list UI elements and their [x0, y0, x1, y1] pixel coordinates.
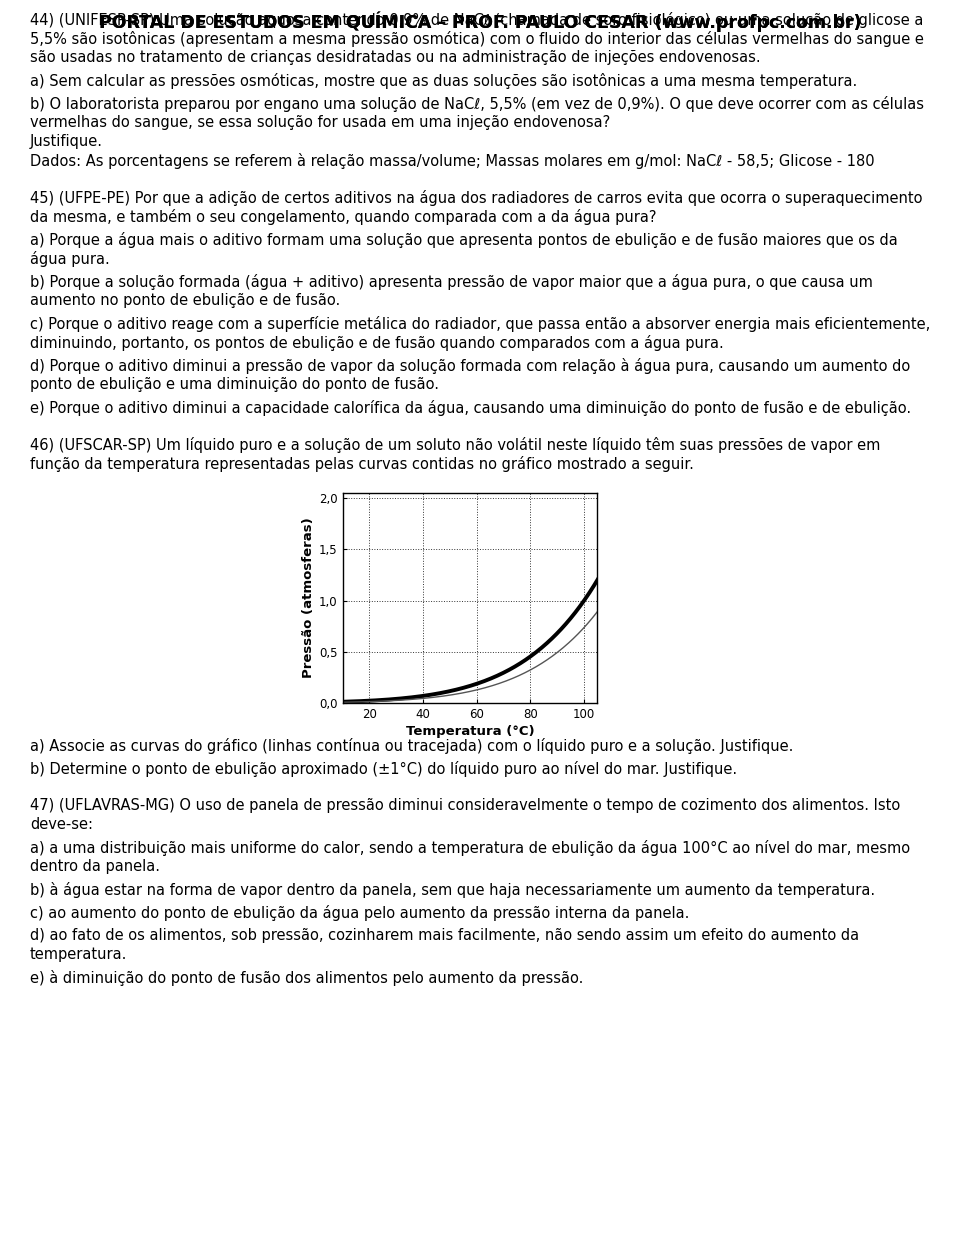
- Text: função da temperatura representadas pelas curvas contidas no gráfico mostrado a : função da temperatura representadas pela…: [30, 456, 694, 472]
- X-axis label: Temperatura (°C): Temperatura (°C): [406, 725, 535, 738]
- Text: 5,5% são isotônicas (apresentam a mesma pressão osmótica) com o fluido do interi: 5,5% são isotônicas (apresentam a mesma …: [30, 31, 924, 48]
- Text: c) ao aumento do ponto de ebulição da água pelo aumento da pressão interna da pa: c) ao aumento do ponto de ebulição da ág…: [30, 905, 689, 921]
- Text: deve-se:: deve-se:: [30, 817, 93, 832]
- Text: b) Porque a solução formada (água + aditivo) apresenta pressão de vapor maior qu: b) Porque a solução formada (água + adit…: [30, 274, 873, 289]
- Text: a) Sem calcular as pressões osmóticas, mostre que as duas soluções são isotônica: a) Sem calcular as pressões osmóticas, m…: [30, 73, 857, 89]
- Text: ponto de ebulição e uma diminuição do ponto de fusão.: ponto de ebulição e uma diminuição do po…: [30, 377, 439, 392]
- Text: PORTAL DE ESTUDOS EM QUÍMICA – PROF. PAULO CESAR (www.profpc.com.br): PORTAL DE ESTUDOS EM QUÍMICA – PROF. PAU…: [99, 13, 861, 33]
- Text: água pura.: água pura.: [30, 251, 109, 267]
- Text: são usadas no tratamento de crianças desidratadas ou na administração de injeçõe: são usadas no tratamento de crianças des…: [30, 50, 760, 65]
- Text: a) Associe as curvas do gráfico (linhas contínua ou tracejada) com o líquido pur: a) Associe as curvas do gráfico (linhas …: [30, 738, 793, 754]
- Text: 45) (UFPE-PE) Por que a adição de certos aditivos na água dos radiadores de carr: 45) (UFPE-PE) Por que a adição de certos…: [30, 190, 923, 205]
- Text: e) à diminuição do ponto de fusão dos alimentos pelo aumento da pressão.: e) à diminuição do ponto de fusão dos al…: [30, 970, 584, 986]
- Text: 44) (UNIFESP-SP) Uma solução aquosa contendo 0,9% de NaCℓ (chamada de soro fisio: 44) (UNIFESP-SP) Uma solução aquosa cont…: [30, 13, 924, 28]
- Text: Dados: As porcentagens se referem à relação massa/volume; Massas molares em g/mo: Dados: As porcentagens se referem à rela…: [30, 153, 875, 169]
- Text: PORTAL DE ESTUDOS EM QUÍMICA – PROF. PAULO CESAR (www.profpc.com.br): PORTAL DE ESTUDOS EM QUÍMICA – PROF. PAU…: [99, 13, 861, 33]
- Text: c) Porque o aditivo reage com a superfície metálica do radiador, que passa então: c) Porque o aditivo reage com a superfíc…: [30, 316, 930, 332]
- Text: a) a uma distribuição mais uniforme do calor, sendo a temperatura de ebulição da: a) a uma distribuição mais uniforme do c…: [30, 840, 910, 856]
- Text: d) Porque o aditivo diminui a pressão de vapor da solução formada com relação à : d) Porque o aditivo diminui a pressão de…: [30, 358, 910, 373]
- Text: diminuindo, portanto, os pontos de ebulição e de fusão quando comparados com a á: diminuindo, portanto, os pontos de ebuli…: [30, 335, 724, 351]
- Text: b) Determine o ponto de ebulição aproximado (±1°C) do líquido puro ao nível do m: b) Determine o ponto de ebulição aproxim…: [30, 761, 737, 777]
- Y-axis label: Pressão (atmosferas): Pressão (atmosferas): [301, 517, 315, 678]
- Text: b) à água estar na forma de vapor dentro da panela, sem que haja necessariamente: b) à água estar na forma de vapor dentro…: [30, 882, 876, 898]
- Text: a) Porque a água mais o aditivo formam uma solução que apresenta pontos de ebuli: a) Porque a água mais o aditivo formam u…: [30, 232, 898, 248]
- Text: Justifique.: Justifique.: [30, 134, 103, 149]
- Text: aumento no ponto de ebulição e de fusão.: aumento no ponto de ebulição e de fusão.: [30, 293, 340, 308]
- Text: vermelhas do sangue, se essa solução for usada em uma injeção endovenosa?: vermelhas do sangue, se essa solução for…: [30, 115, 611, 130]
- Text: da mesma, e também o seu congelamento, quando comparada com a da água pura?: da mesma, e também o seu congelamento, q…: [30, 209, 657, 226]
- Text: 47) (UFLAVRAS-MG) O uso de panela de pressão diminui consideravelmente o tempo d: 47) (UFLAVRAS-MG) O uso de panela de pre…: [30, 798, 900, 813]
- Text: dentro da panela.: dentro da panela.: [30, 860, 160, 875]
- Text: temperatura.: temperatura.: [30, 947, 128, 962]
- Text: d) ao fato de os alimentos, sob pressão, cozinharem mais facilmente, não sendo a: d) ao fato de os alimentos, sob pressão,…: [30, 928, 859, 944]
- Text: b) O laboratorista preparou por engano uma solução de NaCℓ, 5,5% (em vez de 0,9%: b) O laboratorista preparou por engano u…: [30, 96, 924, 112]
- Text: e) Porque o aditivo diminui a capacidade calorífica da água, causando uma diminu: e) Porque o aditivo diminui a capacidade…: [30, 400, 911, 416]
- Text: 46) (UFSCAR-SP) Um líquido puro e a solução de um soluto não volátil neste líqui: 46) (UFSCAR-SP) Um líquido puro e a solu…: [30, 437, 880, 454]
